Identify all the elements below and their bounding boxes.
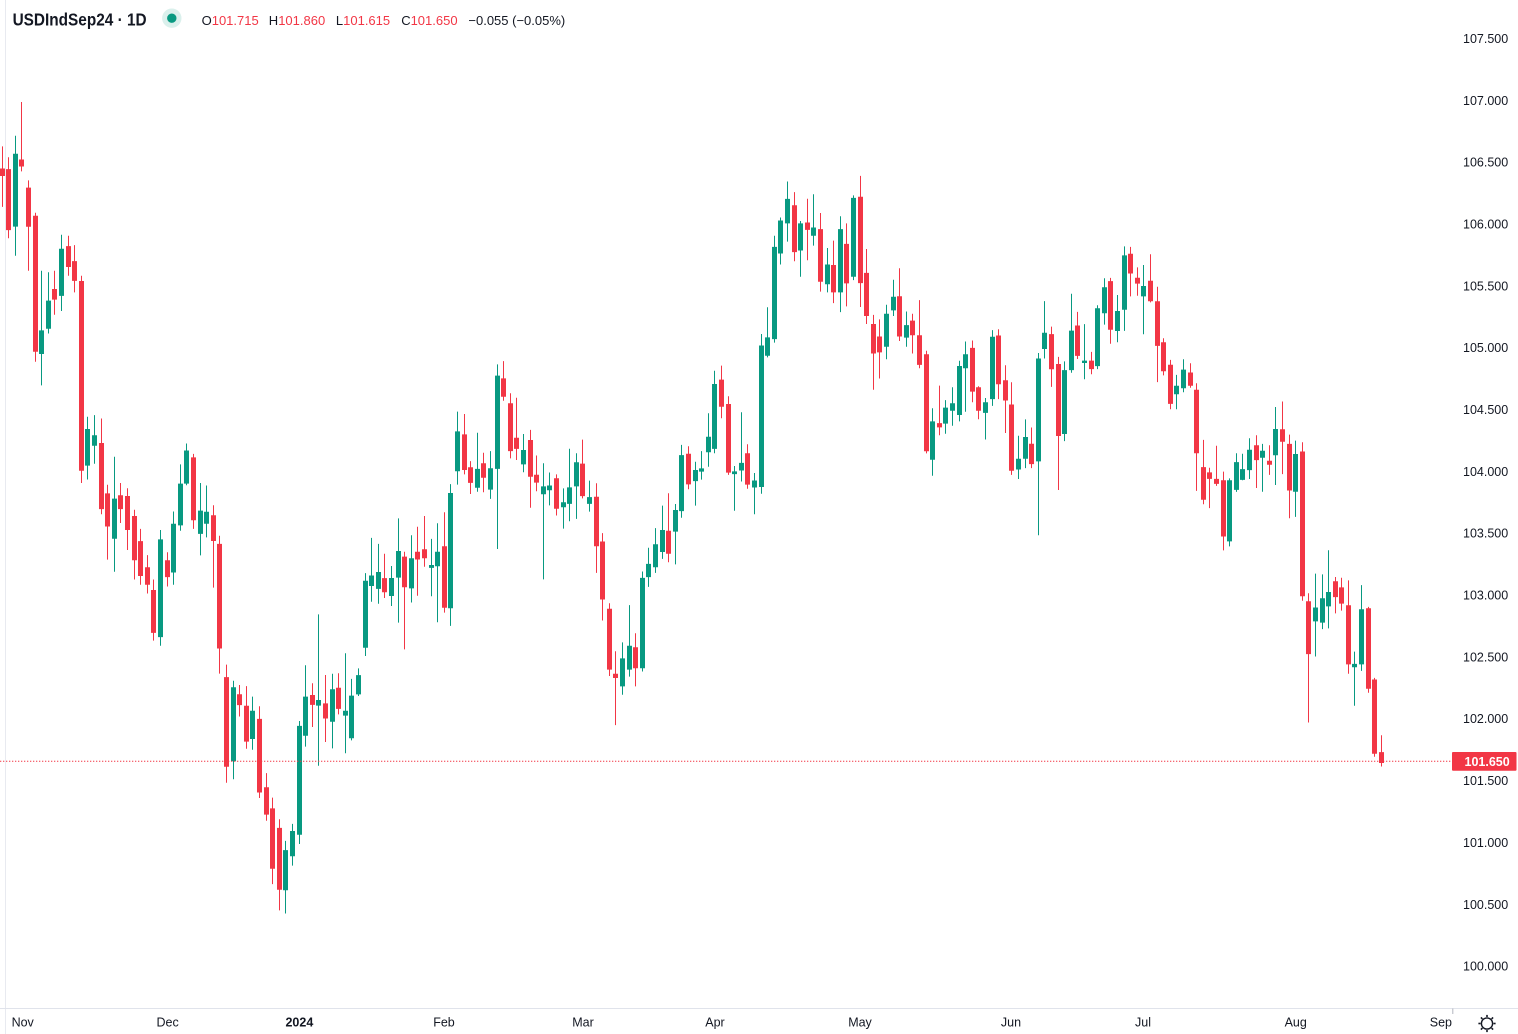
svg-text:102.000: 102.000: [1463, 712, 1508, 726]
svg-text:105.000: 105.000: [1463, 341, 1508, 355]
svg-text:Apr: Apr: [705, 1016, 724, 1030]
svg-text:Nov: Nov: [12, 1016, 35, 1030]
svg-text:USDIndSep24 · 1D: USDIndSep24 · 1D: [13, 10, 147, 30]
svg-text:106.500: 106.500: [1463, 156, 1508, 170]
svg-text:Sep: Sep: [1430, 1016, 1452, 1030]
svg-text:104.500: 104.500: [1463, 403, 1508, 417]
svg-text:107.500: 107.500: [1463, 32, 1508, 46]
svg-text:106.000: 106.000: [1463, 218, 1508, 232]
svg-text:May: May: [848, 1016, 872, 1030]
svg-text:103.000: 103.000: [1463, 589, 1508, 603]
svg-text:Jun: Jun: [1001, 1016, 1021, 1030]
svg-text:101.000: 101.000: [1463, 836, 1508, 850]
svg-text:C101.650: C101.650: [401, 13, 457, 28]
svg-text:Jul: Jul: [1135, 1016, 1151, 1030]
svg-text:100.500: 100.500: [1463, 898, 1508, 912]
svg-text:100.000: 100.000: [1463, 960, 1508, 974]
svg-text:Mar: Mar: [572, 1016, 594, 1030]
svg-text:O101.715: O101.715: [202, 13, 259, 28]
svg-text:101.500: 101.500: [1463, 774, 1508, 788]
svg-text:2024: 2024: [285, 1016, 313, 1030]
svg-text:101.650: 101.650: [1465, 755, 1510, 769]
svg-text:103.500: 103.500: [1463, 527, 1508, 541]
svg-text:104.000: 104.000: [1463, 465, 1508, 479]
svg-text:Dec: Dec: [156, 1016, 178, 1030]
svg-text:105.500: 105.500: [1463, 279, 1508, 293]
svg-text:H101.860: H101.860: [269, 13, 325, 28]
svg-text:107.000: 107.000: [1463, 94, 1508, 108]
svg-text:L101.615: L101.615: [336, 13, 390, 28]
svg-text:102.500: 102.500: [1463, 650, 1508, 664]
svg-text:Aug: Aug: [1285, 1016, 1307, 1030]
svg-text:Feb: Feb: [433, 1016, 455, 1030]
svg-text:−0.055 (−0.05%): −0.055 (−0.05%): [468, 13, 565, 28]
